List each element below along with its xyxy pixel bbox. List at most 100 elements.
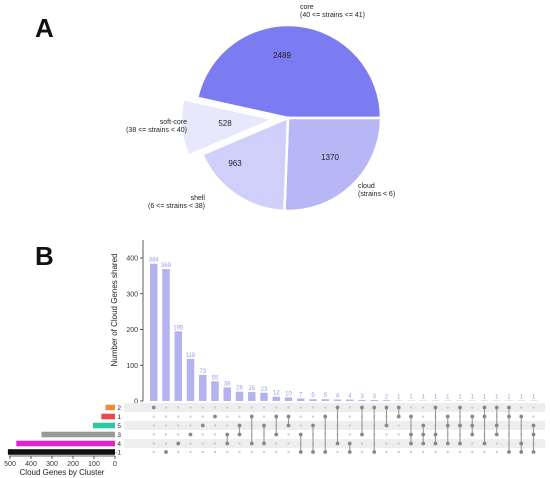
matrix-dot-filled — [274, 432, 279, 437]
y-tick-label: 400 — [126, 256, 138, 263]
matrix-dot-empty — [311, 406, 315, 409]
matrix-dot-filled — [384, 405, 389, 410]
matrix-dot-empty — [201, 406, 204, 409]
intersection-bar-value: 7 — [299, 392, 303, 398]
intersection-bar-value: 4 — [348, 394, 352, 400]
matrix-dot-empty — [385, 442, 388, 445]
intersection-bar — [174, 331, 182, 401]
intersection-bar — [333, 399, 342, 401]
matrix-dot-empty — [164, 424, 168, 427]
matrix-dot-empty — [458, 450, 462, 454]
matrix-dot-empty — [238, 450, 241, 454]
set-size-tick-label: 500 — [4, 461, 16, 468]
matrix-dot-empty — [324, 406, 327, 409]
matrix-dot-empty — [250, 406, 253, 409]
matrix-dot-empty — [262, 415, 266, 418]
matrix-dot-filled — [507, 450, 511, 454]
intersection-bar-value: 1 — [458, 395, 462, 401]
matrix-dot-filled — [494, 432, 499, 437]
set-size-bar — [41, 431, 115, 438]
y-axis-title: Number of Cloud Genes shared — [110, 254, 119, 367]
set-size-tick-label: 400 — [25, 461, 37, 468]
matrix-dot-filled — [298, 450, 303, 454]
intersection-bar-value: 1 — [409, 395, 413, 401]
intersection-bar — [162, 269, 170, 401]
matrix-dot-filled — [409, 432, 413, 437]
matrix-dot-empty — [299, 415, 302, 418]
matrix-dot-filled — [470, 432, 475, 437]
pie-slice — [179, 97, 279, 158]
matrix-dot-filled — [323, 414, 328, 419]
matrix-dot-filled — [286, 423, 291, 428]
y-tick-label: 100 — [126, 363, 138, 370]
matrix-dot-empty — [348, 415, 351, 418]
set-label: 4 — [117, 441, 121, 448]
slice-range: (40 <= strains <= 41) — [300, 12, 365, 19]
matrix-dot-empty — [471, 406, 474, 409]
matrix-dot-empty — [287, 433, 290, 436]
matrix-dot-filled — [531, 450, 536, 454]
intersection-bar-value: 23 — [261, 387, 268, 393]
matrix-dot-empty — [520, 406, 523, 409]
matrix-dot-empty — [152, 433, 155, 436]
matrix-dot-filled — [360, 432, 364, 437]
intersection-bar — [248, 392, 256, 401]
matrix-dot-empty — [471, 442, 474, 445]
y-tick-label: 200 — [126, 327, 138, 334]
matrix-dot-filled — [445, 414, 450, 419]
matrix-dot-empty — [434, 450, 437, 454]
intersection-bar — [235, 391, 244, 401]
intersection-bar-value: 1 — [471, 395, 475, 401]
intersection-bar — [199, 374, 207, 401]
matrix-dot-filled — [188, 432, 193, 437]
intersection-bar-value: 73 — [199, 369, 206, 375]
matrix-dot-filled — [335, 405, 340, 410]
matrix-dot-filled — [482, 405, 487, 410]
intersection-bar-value: 384 — [149, 258, 160, 264]
matrix-dot-empty — [287, 406, 290, 409]
matrix-dot-filled — [445, 441, 450, 446]
matrix-dot-empty — [532, 415, 535, 418]
matrix-dot-empty — [152, 450, 155, 454]
matrix-dot-filled — [311, 423, 315, 428]
matrix-dot-empty — [532, 406, 535, 409]
pie-slice — [283, 116, 383, 213]
matrix-dot-empty — [446, 450, 449, 454]
matrix-dot-filled — [519, 414, 524, 419]
matrix-dot-empty — [177, 406, 180, 409]
set-label: -1 — [115, 449, 121, 456]
matrix-dot-empty — [177, 424, 180, 427]
matrix-dot-filled — [470, 414, 475, 419]
matrix-dot-filled — [409, 414, 413, 419]
matrix-dot-filled — [519, 450, 524, 454]
matrix-dot-filled — [482, 414, 487, 419]
matrix-dot-empty — [189, 406, 192, 409]
intersection-bar-value: 369 — [161, 263, 172, 269]
matrix-dot-empty — [250, 450, 253, 454]
matrix-dot-empty — [262, 406, 266, 409]
slice-range: (strains < 6) — [358, 191, 395, 198]
set-size-bar — [16, 440, 115, 447]
matrix-dot-empty — [385, 433, 388, 436]
matrix-dot-empty — [213, 424, 217, 427]
matrix-dot-empty — [422, 450, 425, 454]
set-size-bar — [105, 404, 115, 411]
matrix-dot-filled — [286, 414, 291, 419]
matrix-dot-empty — [311, 415, 315, 418]
set-size-tick-label: 100 — [88, 461, 100, 468]
slice-value: 2489 — [273, 51, 291, 60]
matrix-dot-empty — [348, 433, 351, 436]
intersection-bar-value: 1 — [507, 395, 511, 401]
matrix-dot-empty — [238, 442, 241, 445]
intersection-bar — [321, 399, 329, 401]
matrix-dot-filled — [519, 441, 524, 446]
pie-slice — [200, 116, 290, 213]
intersection-bar — [186, 358, 195, 401]
matrix-dot-empty — [360, 450, 364, 454]
matrix-dot-empty — [495, 442, 498, 445]
matrix-dot-filled — [421, 441, 426, 446]
matrix-dot-filled — [458, 441, 462, 446]
matrix-dot-empty — [446, 406, 449, 409]
